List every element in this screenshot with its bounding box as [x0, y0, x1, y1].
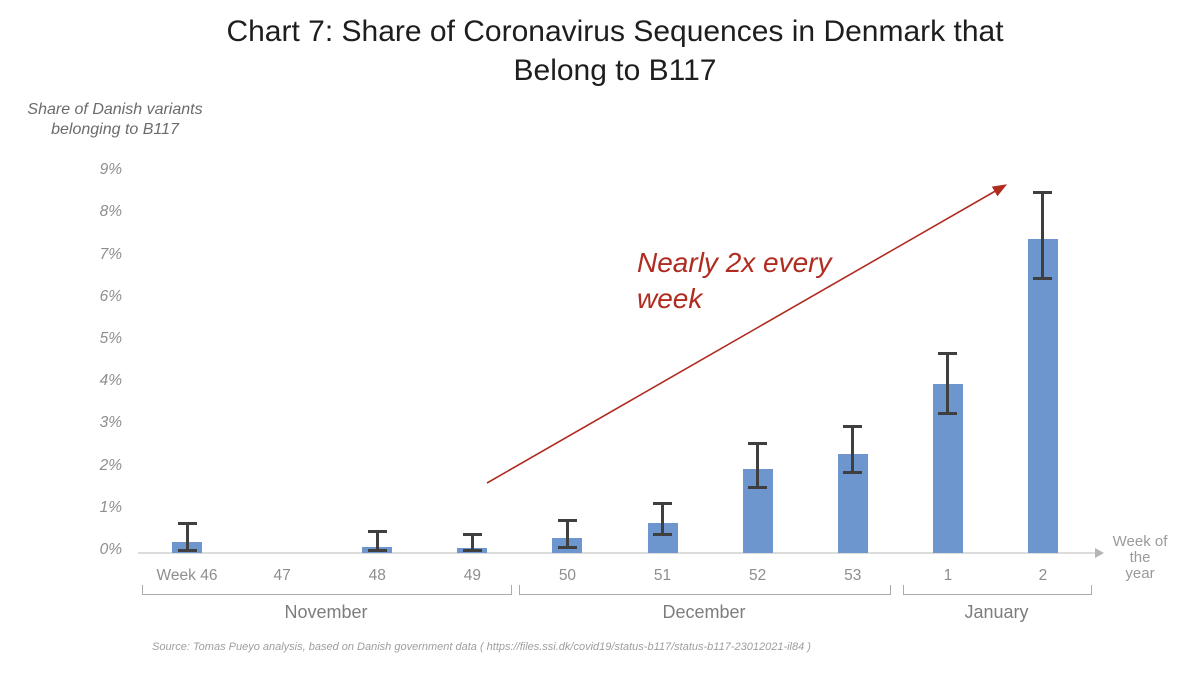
error-bar-cap-bottom — [177, 548, 197, 552]
error-bar-cap-top — [367, 530, 387, 534]
error-bar-cap-bottom — [1033, 276, 1053, 280]
bar-week-2 — [1027, 238, 1058, 553]
x-tick-label: 51 — [653, 567, 672, 584]
page-title: Chart 7: Share of Coronavirus Sequences … — [30, 12, 1200, 90]
x-axis-title: Week of the year — [1101, 534, 1179, 582]
x-tick-label: Week 46 — [156, 567, 218, 584]
y-axis-title: Share of Danish variants belonging to B1… — [16, 100, 214, 140]
x-tick-label: 49 — [463, 567, 481, 584]
x-axis-title-line2: year — [1125, 565, 1155, 582]
y-tick-label: 0% — [99, 541, 122, 558]
error-bar-line — [756, 443, 760, 488]
source-text: Source: Tomas Pueyo analysis, based on D… — [152, 641, 811, 653]
y-tick-label: 5% — [99, 330, 122, 347]
error-bar-line — [661, 503, 665, 535]
error-bar-cap-top — [653, 502, 673, 506]
error-bar-cap-top — [748, 442, 768, 446]
y-tick-label: 6% — [99, 287, 122, 305]
error-bar-line — [185, 522, 189, 551]
error-bar-line — [565, 520, 569, 548]
month-label-november: November — [284, 602, 368, 622]
month-label-december: December — [662, 602, 746, 622]
y-axis-title-line2: belonging to B117 — [51, 121, 179, 138]
error-bar-cap-top — [177, 521, 197, 525]
y-tick-label: 7% — [99, 245, 122, 263]
y-tick-label: 1% — [99, 498, 122, 516]
x-axis-title-line1: Week of the — [1112, 533, 1168, 566]
error-bar-cap-bottom — [938, 411, 958, 415]
x-tick-label: 53 — [844, 567, 862, 584]
x-tick-label: 50 — [558, 567, 577, 584]
error-bar-cap-top — [462, 533, 482, 536]
y-tick-label: 9% — [99, 161, 122, 179]
annotation-line1: Nearly 2x every — [637, 247, 832, 278]
error-bar-cap-bottom — [748, 485, 768, 489]
x-axis-arrow-icon — [1095, 547, 1104, 558]
y-tick-label: 8% — [99, 203, 122, 221]
y-tick-label: 2% — [99, 456, 122, 474]
annotation-line2: week — [637, 283, 703, 314]
error-bar-cap-bottom — [557, 545, 577, 549]
x-tick-label: 2 — [1038, 567, 1048, 584]
error-bar-line — [1041, 192, 1045, 279]
month-bracket-december — [519, 585, 891, 595]
month-bracket-november — [142, 585, 512, 595]
error-bar-cap-bottom — [367, 548, 387, 552]
x-tick-label: 52 — [749, 567, 767, 584]
x-tick-label: 47 — [273, 567, 291, 584]
y-tick-label: 4% — [99, 372, 122, 390]
error-bar-cap-top — [843, 425, 863, 429]
month-label-january: January — [964, 602, 1029, 622]
page-title-line1: Chart 7: Share of Coronavirus Sequences … — [226, 15, 1004, 48]
error-bar-line — [851, 426, 855, 473]
y-axis-title-line1: Share of Danish variants — [27, 101, 203, 118]
error-bar-line — [375, 531, 379, 551]
annotation-text: Nearly 2x every week — [637, 245, 832, 317]
page-title-line2: Belong to B117 — [513, 54, 717, 87]
error-bar-cap-top — [1033, 191, 1053, 195]
error-bar-cap-bottom — [653, 532, 673, 536]
month-bracket-january — [903, 585, 1092, 595]
y-tick-label: 3% — [99, 414, 122, 432]
error-bar-cap-bottom — [843, 470, 863, 474]
x-tick-label: 48 — [368, 567, 386, 584]
error-bar-line — [470, 534, 474, 551]
x-tick-label: 1 — [943, 567, 953, 584]
error-bar-cap-top — [938, 351, 958, 355]
x-axis-line — [138, 551, 1095, 554]
trend-arrow-line — [486, 184, 1008, 484]
error-bar-cap-top — [557, 519, 577, 523]
error-bar-line — [946, 352, 950, 414]
error-bar-cap-bottom — [462, 548, 482, 552]
